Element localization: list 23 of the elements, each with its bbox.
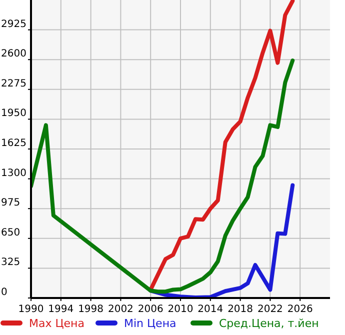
legend-label: Max Цена bbox=[29, 317, 84, 330]
x-tick-label: 1998 bbox=[78, 304, 104, 315]
y-tick-label: 1300 bbox=[1, 168, 26, 179]
y-tick-label: 2600 bbox=[1, 48, 26, 60]
y-tick-label: 325 bbox=[1, 257, 20, 268]
y-tick-label: 650 bbox=[1, 227, 20, 238]
x-tick-label: 2014 bbox=[198, 304, 224, 315]
y-tick-label: 1950 bbox=[1, 108, 26, 120]
x-tick-label: 1994 bbox=[48, 304, 74, 315]
y-tick-label: 2925 bbox=[1, 18, 26, 30]
x-tick-label: 2010 bbox=[168, 304, 194, 315]
legend-label: Сред.Цена, т.йен bbox=[219, 317, 319, 330]
x-tick-label: 2006 bbox=[138, 304, 164, 315]
y-tick-label: 0 bbox=[1, 287, 8, 298]
x-tick-label: 2018 bbox=[228, 304, 254, 315]
y-tick-label: 1625 bbox=[1, 138, 26, 149]
legend-label: Min Цена bbox=[124, 317, 176, 330]
x-tick-label: 1990 bbox=[18, 304, 44, 315]
x-tick-label: 2026 bbox=[287, 304, 313, 315]
x-tick-label: 2002 bbox=[108, 304, 134, 315]
y-tick-label: 975 bbox=[1, 198, 20, 209]
y-tick-label: 2275 bbox=[1, 78, 26, 90]
x-tick-label: 2022 bbox=[257, 304, 283, 315]
